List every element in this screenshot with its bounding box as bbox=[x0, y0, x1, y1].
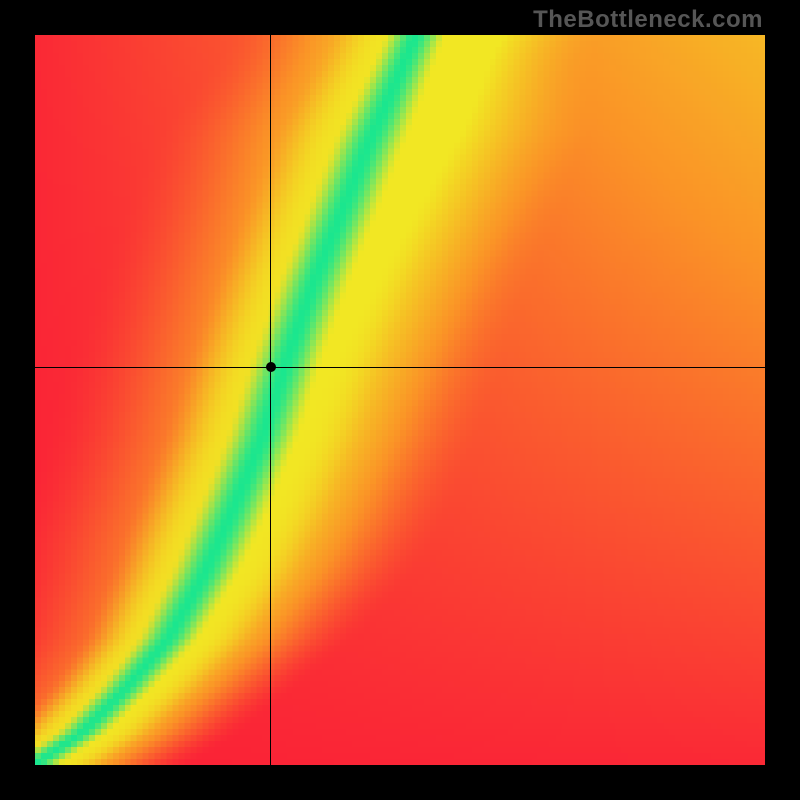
crosshair-vertical bbox=[270, 35, 271, 765]
plot-area bbox=[35, 35, 765, 765]
heatmap-canvas bbox=[35, 35, 765, 765]
chart-frame: TheBottleneck.com bbox=[0, 0, 800, 800]
crosshair-horizontal bbox=[35, 367, 765, 368]
crosshair-marker bbox=[266, 362, 276, 372]
watermark-text: TheBottleneck.com bbox=[533, 6, 763, 34]
